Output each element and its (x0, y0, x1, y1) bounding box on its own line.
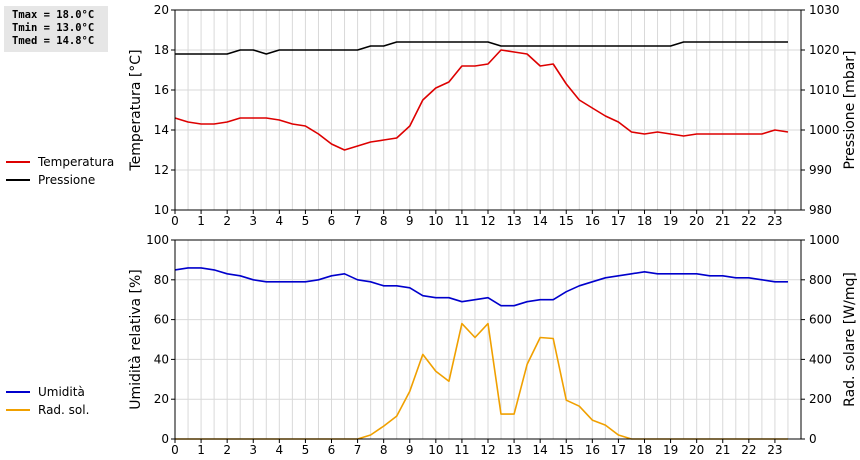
y-left-tick-label: 14 (154, 123, 169, 137)
chart-panel-1: 0 1 2 3 4 5 6 7 8 9 10 11 12 13 14 15 16 17 18 19 20 21 22 2310… (6, 3, 858, 228)
chart-panel-2: 0 1 2 3 4 5 6 7 8 9 10 11 12 13 14 15 16 17 18 19 20 21 22 2302… (6, 233, 858, 457)
x-tick-label: 4 (276, 443, 284, 457)
x-tick-label: 1 (197, 443, 205, 457)
y-left-tick-label: 10 (154, 203, 169, 217)
y-right-tick-label: 200 (809, 392, 832, 406)
x-tick-label: 16 (585, 443, 600, 457)
x-tick-label: 16 (585, 214, 600, 228)
y-left-tick-label: 0 (161, 432, 169, 446)
tmed-text: Tmed = 14.8°C (12, 35, 95, 47)
y-left-tick-label: 20 (154, 392, 169, 406)
y-right-tick-label: 400 (809, 352, 832, 366)
x-tick-label: 17 (611, 214, 626, 228)
x-tick-label: 21 (715, 214, 730, 228)
x-tick-label: 9 (406, 214, 414, 228)
stats-box: Tmax = 18.0°C Tmin = 13.0°C Tmed = 14.8°… (4, 6, 108, 52)
y-axis-left-title: Temperatura [°C] (128, 49, 144, 171)
y-axis-left-title: Umidità relativa [%] (128, 269, 144, 410)
x-tick-label: 14 (533, 443, 548, 457)
x-tick-label: 20 (689, 214, 704, 228)
x-tick-label: 23 (767, 443, 782, 457)
y-left-tick-label: 100 (146, 233, 169, 247)
legend-label: Rad. sol. (38, 403, 89, 417)
legend: Umidità Rad. sol. (6, 385, 89, 417)
y-right-tick-label: 1000 (809, 123, 840, 137)
x-tick-label: 6 (328, 214, 336, 228)
x-tick-label: 21 (715, 443, 730, 457)
x-tick-label: 1 (197, 214, 205, 228)
tmin-text: Tmin = 13.0°C (12, 22, 95, 34)
x-tick-label: 2 (223, 214, 231, 228)
x-tick-label: 4 (276, 214, 284, 228)
series-line-temperatura (174, 49, 789, 151)
legend: Temperatura Pressione (6, 155, 114, 187)
y-left-tick-label: 40 (154, 352, 169, 366)
x-tick-label: 19 (663, 443, 678, 457)
y-left-tick-label: 20 (154, 3, 169, 17)
legend-label: Pressione (38, 173, 95, 187)
x-tick-label: 10 (428, 214, 443, 228)
x-tick-label: 8 (380, 214, 388, 228)
x-tick-label: 18 (637, 443, 652, 457)
tmax-text: Tmax = 18.0°C (12, 9, 95, 21)
y-axis-right-title: Pressione [mbar] (842, 50, 858, 169)
x-tick-label: 18 (637, 214, 652, 228)
y-right-tick-label: 980 (809, 203, 832, 217)
x-tick-label: 15 (559, 443, 574, 457)
x-tick-label: 5 (302, 443, 310, 457)
x-tick-label: 20 (689, 443, 704, 457)
x-tick-label: 5 (302, 214, 310, 228)
x-tick-label: 23 (767, 214, 782, 228)
y-right-tick-label: 990 (809, 163, 832, 177)
series-line-umidit (174, 267, 788, 307)
y-left-tick-label: 16 (154, 83, 169, 97)
x-tick-label: 13 (506, 443, 521, 457)
y-left-tick-label: 18 (154, 43, 169, 57)
x-tick-label: 11 (454, 443, 469, 457)
x-tick-label: 11 (454, 214, 469, 228)
x-tick-label: 0 (171, 443, 179, 457)
y-axis-right-title: Rad. solare [W/mq] (842, 272, 858, 407)
x-tick-label: 3 (249, 443, 257, 457)
y-right-tick-label: 1020 (809, 43, 840, 57)
y-right-tick-label: 0 (809, 432, 817, 446)
y-right-tick-label: 600 (809, 313, 832, 327)
y-right-tick-label: 1030 (809, 3, 840, 17)
x-tick-label: 8 (380, 443, 388, 457)
x-tick-label: 2 (223, 443, 231, 457)
y-right-tick-label: 1010 (809, 83, 840, 97)
x-tick-label: 6 (328, 443, 336, 457)
x-tick-label: 0 (171, 214, 179, 228)
x-tick-label: 7 (354, 214, 362, 228)
series-line-pressione (175, 41, 788, 55)
y-left-tick-label: 60 (154, 313, 169, 327)
x-tick-label: 12 (480, 214, 495, 228)
x-tick-label: 22 (741, 443, 756, 457)
x-tick-label: 9 (406, 443, 414, 457)
x-tick-label: 10 (428, 443, 443, 457)
legend-label: Umidità (38, 385, 85, 399)
x-tick-label: 7 (354, 443, 362, 457)
x-tick-label: 17 (611, 443, 626, 457)
x-tick-label: 12 (480, 443, 495, 457)
x-tick-label: 14 (533, 214, 548, 228)
y-right-tick-label: 800 (809, 273, 832, 287)
y-left-tick-label: 80 (154, 273, 169, 287)
series-line-rad-sol (175, 322, 788, 440)
x-tick-label: 19 (663, 214, 678, 228)
x-tick-label: 13 (506, 214, 521, 228)
x-tick-label: 15 (559, 214, 574, 228)
x-tick-label: 22 (741, 214, 756, 228)
y-right-tick-label: 1000 (809, 233, 840, 247)
legend-label: Temperatura (37, 155, 114, 169)
x-tick-label: 3 (249, 214, 257, 228)
y-left-tick-label: 12 (154, 163, 169, 177)
